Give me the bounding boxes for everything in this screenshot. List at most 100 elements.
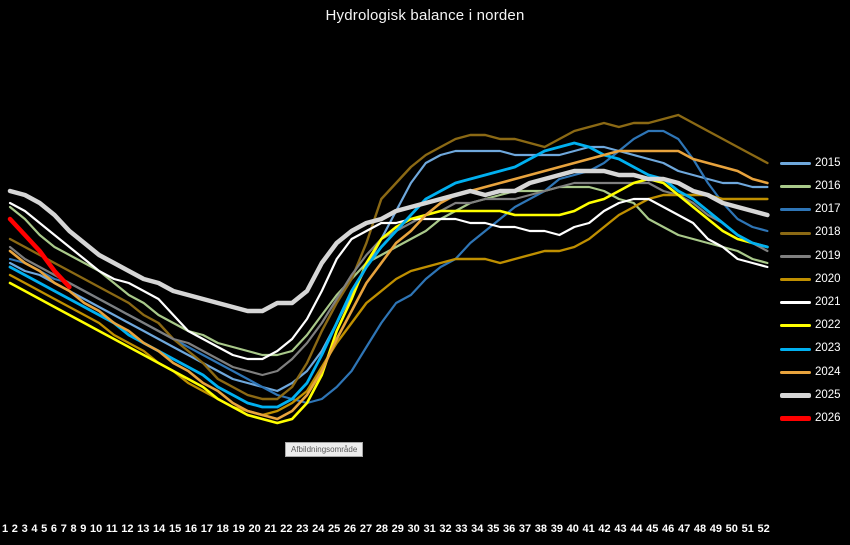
legend-item-2025[interactable]: 2025: [780, 384, 841, 407]
legend-label-2021: 2021: [815, 295, 841, 308]
x-axis-label-13: 13: [137, 523, 150, 535]
legend-swatch-2016: [780, 185, 811, 189]
x-axis-label-44: 44: [630, 523, 643, 535]
x-axis-label-37: 37: [518, 523, 532, 535]
series-line-2026[interactable]: [7, 216, 72, 290]
legend-swatch-2017: [780, 208, 811, 212]
x-axis-label-5: 5: [41, 523, 48, 535]
x-axis-label-1: 1: [2, 523, 9, 535]
x-axis-label-8: 8: [70, 523, 77, 535]
x-axis-label-31: 31: [423, 523, 436, 535]
x-axis-label-47: 47: [677, 523, 691, 535]
legend-item-2015[interactable]: 2015: [780, 152, 841, 175]
series-line-2015[interactable]: [8, 145, 769, 393]
legend-swatch-2024: [780, 370, 811, 374]
legend: 2015 2016 2017 2018 2019 2020 2021 2022 2023 2024…: [780, 152, 841, 430]
x-axis-label-30: 30: [407, 523, 420, 535]
x-axis-label-48: 48: [693, 523, 707, 535]
x-axis-label-43: 43: [614, 523, 627, 535]
legend-label-2023: 2023: [815, 342, 841, 355]
series-line-2018[interactable]: [8, 113, 769, 401]
series-line-2023[interactable]: [8, 141, 769, 409]
x-axis-label-45: 45: [646, 523, 659, 535]
legend-label-2020: 2020: [815, 272, 841, 285]
x-axis-label-16: 16: [184, 523, 198, 535]
x-axis-label-12: 12: [121, 523, 134, 535]
x-axis-label-17: 17: [200, 523, 214, 535]
x-axis-label-36: 36: [502, 523, 516, 535]
x-axis-label-14: 14: [153, 523, 166, 535]
legend-item-2023[interactable]: 2023: [780, 338, 841, 361]
x-axis-label-23: 23: [296, 523, 309, 535]
legend-label-2016: 2016: [815, 180, 841, 193]
chart-title: Hydrologisk balance i norden: [325, 7, 525, 24]
legend-label-2017: 2017: [815, 203, 841, 216]
x-axis-label-29: 29: [391, 523, 404, 535]
legend-swatch-2018: [780, 231, 811, 235]
series-line-2021[interactable]: [8, 197, 769, 361]
legend-swatch-2026: [780, 416, 811, 422]
x-axis-label-34: 34: [471, 523, 484, 535]
x-axis-label-7: 7: [60, 523, 67, 535]
x-axis-label-24: 24: [312, 523, 325, 535]
x-axis-label-33: 33: [455, 523, 468, 535]
x-axis: 1 2 3 4 5 6 7 8 9 10 11 12 13 14 15 16 17 18 19 20 21 22 23 24 2…: [2, 524, 770, 535]
x-axis-label-27: 27: [359, 523, 373, 535]
legend-swatch-2015: [780, 162, 811, 166]
x-axis-label-35: 35: [487, 523, 500, 535]
x-axis-label-40: 40: [566, 523, 579, 535]
x-axis-label-9: 9: [80, 523, 87, 535]
legend-swatch-2021: [780, 301, 811, 305]
legend-item-2019[interactable]: 2019: [780, 245, 841, 268]
legend-label-2022: 2022: [815, 319, 841, 332]
x-axis-label-18: 18: [216, 523, 229, 535]
legend-swatch-2025: [780, 392, 811, 398]
x-axis-label-19: 19: [232, 523, 245, 535]
x-axis-label-6: 6: [50, 523, 58, 535]
legend-label-2019: 2019: [815, 249, 841, 262]
legend-swatch-2019: [780, 254, 811, 258]
legend-item-2020[interactable]: 2020: [780, 268, 841, 291]
series-line-2025[interactable]: [7, 168, 770, 314]
x-axis-label-3: 3: [21, 523, 28, 535]
x-axis-label-15: 15: [168, 523, 182, 535]
x-axis-label-51: 51: [741, 523, 754, 535]
legend-item-2024[interactable]: 2024: [780, 361, 841, 384]
legend-item-2022[interactable]: 2022: [780, 314, 841, 337]
x-axis-label-49: 49: [709, 523, 723, 535]
series-line-2019[interactable]: [8, 181, 769, 377]
legend-label-2018: 2018: [815, 226, 841, 239]
x-axis-label-2: 2: [11, 523, 18, 535]
legend-item-2021[interactable]: 2021: [780, 291, 841, 314]
legend-item-2018[interactable]: 2018: [780, 222, 841, 245]
legend-label-2015: 2015: [815, 156, 841, 169]
x-axis-label-38: 38: [534, 523, 548, 535]
legend-swatch-2020: [780, 278, 811, 282]
series-line-2024[interactable]: [8, 149, 769, 421]
legend-swatch-2022: [780, 324, 811, 328]
x-axis-label-10: 10: [90, 523, 103, 535]
x-axis-label-52: 52: [757, 523, 770, 535]
series-line-2022[interactable]: [8, 177, 769, 425]
x-axis-label-25: 25: [328, 523, 341, 535]
legend-item-2017[interactable]: 2017: [780, 198, 841, 221]
x-axis-label-4: 4: [31, 523, 38, 535]
x-axis-label-41: 41: [582, 523, 595, 535]
plot-area-tooltip: Afbildningsområde: [285, 442, 364, 458]
x-axis-label-21: 21: [264, 523, 277, 535]
x-axis-label-50: 50: [725, 523, 738, 535]
legend-label-2024: 2024: [815, 365, 841, 378]
legend-item-2026[interactable]: 2026: [780, 407, 841, 430]
x-axis-label-32: 32: [439, 523, 452, 535]
legend-label-2025: 2025: [815, 388, 841, 401]
series-line-2020[interactable]: [8, 193, 769, 417]
x-axis-label-39: 39: [550, 523, 563, 535]
x-axis-label-28: 28: [375, 523, 388, 535]
x-axis-label-20: 20: [248, 523, 261, 535]
x-axis-label-46: 46: [662, 523, 675, 535]
legend-item-2016[interactable]: 2016: [780, 175, 841, 198]
x-axis-label-11: 11: [105, 523, 118, 535]
legend-label-2026: 2026: [815, 411, 841, 424]
